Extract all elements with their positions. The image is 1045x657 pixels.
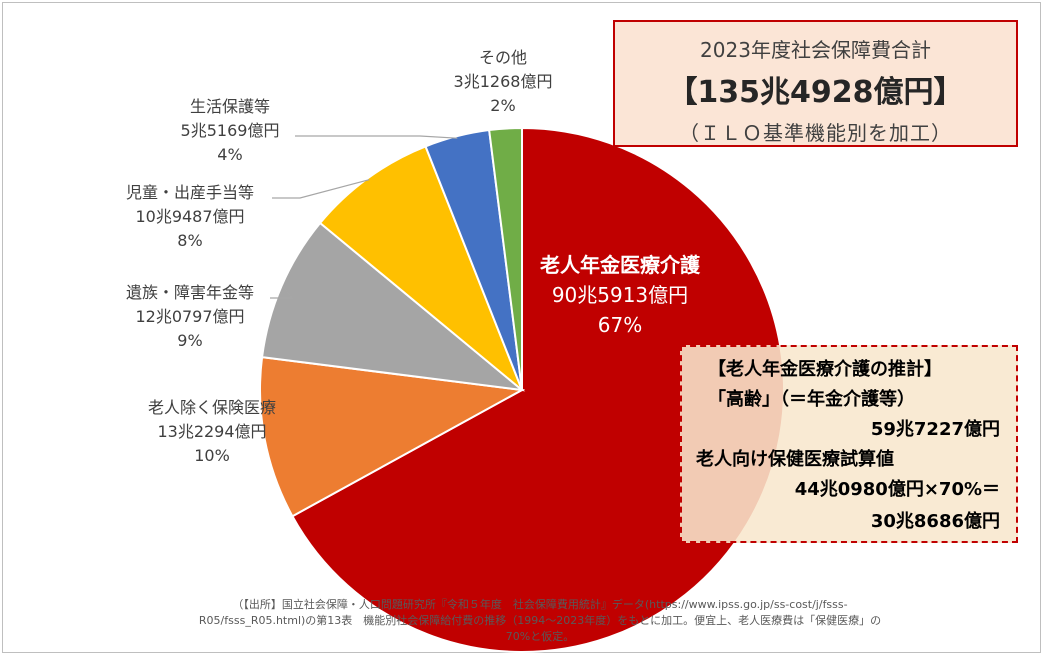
slice-label-1-name: 老人除く保険医療: [148, 398, 276, 417]
source-line-2: R05/fsss_R05.html)の第13表 機能別社会保障給付費の推移（19…: [198, 614, 882, 627]
estimate-line-3: 老人向け保健医療試算値: [696, 449, 894, 470]
slice-label-2-percent: 9%: [177, 331, 202, 350]
slice-label-5-name: その他: [479, 48, 527, 67]
slice-label-2-amount: 12兆0797億円: [135, 307, 244, 326]
pie-slice-3: [318, 145, 523, 391]
slice-label-1-percent: 10%: [194, 446, 230, 465]
pie-slice-1: [259, 356, 526, 518]
estimate-line-1: 「高齢」（＝年金介護等）: [708, 389, 915, 410]
slice-label-3-amount: 10兆9487億円: [135, 207, 244, 226]
total-box: 2023年度社会保障費合計 【135兆4928億円】 （ＩＬＯ基準機能別を加工）: [613, 20, 1018, 147]
leader-line-3: [272, 179, 370, 199]
slice-label-2-name: 遺族・障害年金等: [126, 283, 254, 302]
source-note: （【出所】国立社会保障・人口問題研究所『令和５年度 社会保障費用統計』データ(h…: [130, 597, 950, 645]
slice-label-5-percent: 2%: [490, 96, 515, 115]
slice-label-0-name: 老人年金医療介護: [540, 253, 701, 277]
source-line-1: （【出所】国立社会保障・人口問題研究所『令和５年度 社会保障費用統計』データ(h…: [232, 598, 848, 611]
total-note: （ＩＬＯ基準機能別を加工）: [679, 121, 952, 145]
slice-label-0-amount: 90兆5913億円: [552, 283, 688, 307]
slice-label-5-amount: 3兆1268億円: [454, 72, 553, 91]
slice-label-3-percent: 8%: [177, 231, 202, 250]
estimate-title: 【老人年金医療介護の推計】: [708, 359, 942, 380]
slice-label-1-amount: 13兆2294億円: [157, 422, 266, 441]
slice-label-4-amount: 5兆5169億円: [181, 121, 280, 140]
slice-label-4-percent: 4%: [217, 145, 242, 164]
slice-label-0-percent: 67%: [598, 313, 642, 337]
estimate-line-5: 30兆8686億円: [870, 511, 1000, 532]
estimate-line-4: 44兆0980億円×70%＝: [794, 479, 1000, 500]
slice-label-3-name: 児童・出産手当等: [126, 183, 254, 202]
total-amount: 【135兆4928億円】: [667, 75, 964, 110]
slice-label-4-name: 生活保護等: [190, 97, 270, 116]
source-line-3: 70%と仮定。: [505, 630, 575, 643]
leader-line-2: [270, 286, 294, 299]
total-title: 2023年度社会保障費合計: [700, 38, 931, 62]
estimate-line-2: 59兆7227億円: [870, 419, 1000, 440]
estimate-box: 【老人年金医療介護の推計】 「高齢」（＝年金介護等） 59兆7227億円 老人向…: [680, 345, 1018, 543]
leader-line-4: [295, 135, 458, 139]
pie-slice-5: [488, 126, 523, 391]
pie-slice-2: [260, 221, 526, 392]
